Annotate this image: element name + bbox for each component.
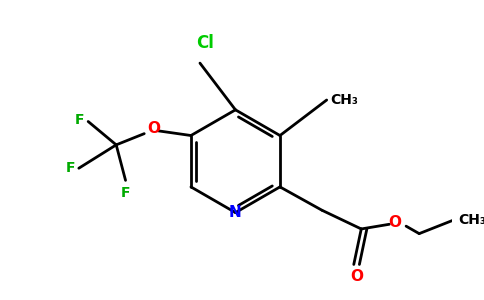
Text: N: N xyxy=(229,205,242,220)
Text: CH₃: CH₃ xyxy=(458,213,484,226)
Text: CH₃: CH₃ xyxy=(331,93,358,107)
Text: F: F xyxy=(66,161,75,175)
Text: O: O xyxy=(350,269,363,284)
Text: O: O xyxy=(147,122,160,136)
Text: Cl: Cl xyxy=(196,34,213,52)
Text: F: F xyxy=(75,112,84,127)
Text: O: O xyxy=(388,215,401,230)
Text: F: F xyxy=(121,186,130,200)
